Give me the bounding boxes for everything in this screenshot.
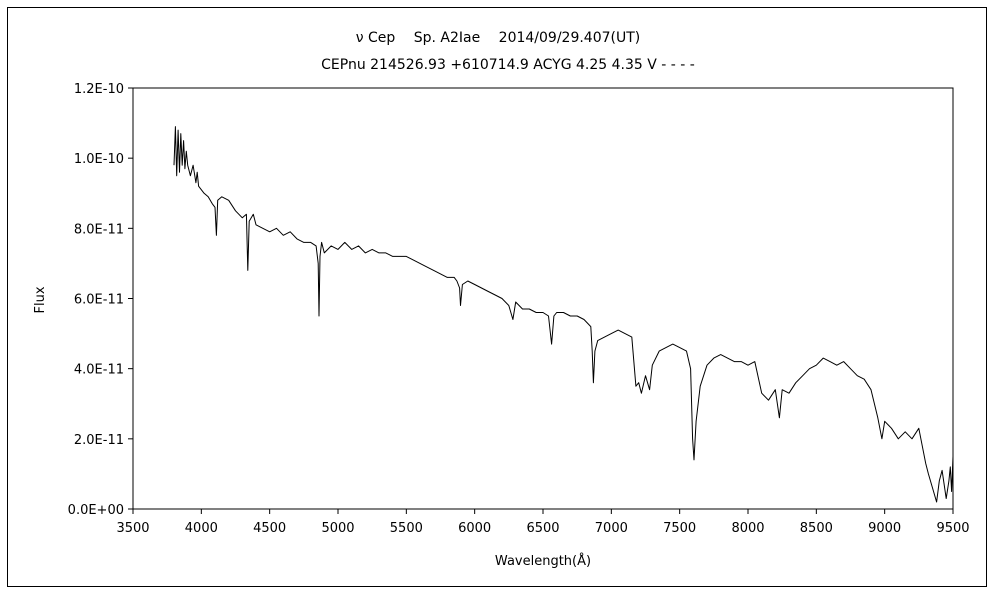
x-tick-label: 4000 [185, 521, 218, 536]
x-tick-label: 8500 [800, 521, 833, 536]
spectrum-line [173, 126, 954, 503]
chart-subtitle: CEPnu 214526.93 +610714.9 ACYG 4.25 4.35… [321, 57, 695, 73]
chart-title: ν Cep Sp. A2Iae 2014/09/29.407(UT) [356, 30, 641, 46]
y-tick-label: 6.0E-11 [74, 293, 124, 308]
x-tick-label: 7000 [595, 521, 628, 536]
y-tick-label: 8.0E-11 [74, 222, 124, 237]
spectrum-chart: ν Cep Sp. A2Iae 2014/09/29.407(UT) CEPnu… [33, 30, 970, 569]
y-tick-label: 2.0E-11 [74, 433, 124, 448]
x-tick-label: 4500 [253, 521, 286, 536]
chart-frame: ν Cep Sp. A2Iae 2014/09/29.407(UT) CEPnu… [7, 7, 987, 587]
x-tick-label: 6500 [526, 521, 559, 536]
y-axis-label: Flux [33, 286, 48, 313]
x-axis-label: Wavelength(Å) [495, 553, 591, 569]
x-tick-label: 6000 [458, 521, 491, 536]
x-tick-label: 9000 [868, 521, 901, 536]
y-tick-label: 1.0E-10 [74, 152, 124, 167]
x-tick-label: 9500 [936, 521, 969, 536]
x-tick-label: 7500 [663, 521, 696, 536]
y-tick-label: 4.0E-11 [74, 363, 124, 378]
series-layer [173, 126, 954, 503]
plot-area [132, 87, 954, 510]
x-tick-label: 5500 [390, 521, 423, 536]
y-tick-label: 1.2E-10 [74, 82, 124, 97]
y-tick-label: 0.0E+00 [68, 503, 124, 518]
x-tick-label: 5000 [321, 521, 354, 536]
x-tick-label: 8000 [731, 521, 764, 536]
x-axis: 3500 4000 4500 5000 5500 6000 6500 7000 7500 8000… [116, 509, 970, 536]
y-axis: 0.0E+00 2.0E-11 4.0E-11 6.0E-11 8.0E-11 1.0E-… [68, 82, 133, 518]
x-tick-label: 3500 [116, 521, 149, 536]
